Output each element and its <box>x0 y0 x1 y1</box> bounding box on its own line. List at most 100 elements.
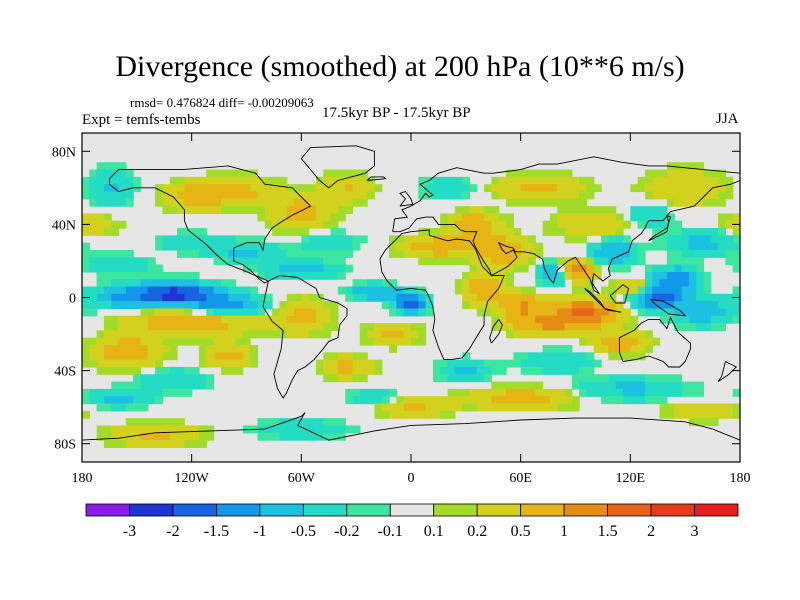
field-cell <box>250 184 259 193</box>
field-cell <box>418 184 427 193</box>
field-cell <box>323 323 332 331</box>
field-cell <box>242 176 251 185</box>
field-cell <box>652 396 661 405</box>
field-cell <box>703 249 712 258</box>
field-cell <box>286 220 295 229</box>
field-cell <box>491 323 500 331</box>
field-cell <box>710 249 719 258</box>
field-cell <box>228 235 237 244</box>
field-cell <box>498 279 507 288</box>
field-cell <box>659 403 668 412</box>
field-cell <box>213 206 222 215</box>
field-cell <box>623 293 631 302</box>
field-cell <box>118 162 127 171</box>
field-cell <box>513 249 522 258</box>
field-cell <box>89 308 98 317</box>
field-cell <box>191 425 200 434</box>
field-cell <box>103 257 112 266</box>
field-cell <box>454 184 463 193</box>
field-cell <box>557 323 566 331</box>
field-cell <box>498 315 507 324</box>
field-cell <box>345 374 354 383</box>
field-cell <box>564 169 573 178</box>
field-cell <box>593 264 602 273</box>
field-cell <box>359 184 368 193</box>
field-cell <box>140 315 149 324</box>
field-cell <box>527 308 536 317</box>
field-cell <box>184 286 193 295</box>
field-cell <box>484 396 493 405</box>
field-cell <box>111 220 120 229</box>
field-cell <box>206 330 215 339</box>
field-cell <box>177 425 185 434</box>
field-cell <box>535 264 544 273</box>
field-cell <box>242 206 251 215</box>
field-cell <box>228 352 237 361</box>
field-cell <box>637 374 646 383</box>
field-cell <box>688 198 697 207</box>
field-cell <box>133 396 142 405</box>
field-cell <box>681 184 690 193</box>
field-cell <box>418 396 427 405</box>
field-cell <box>601 286 609 295</box>
field-cell <box>498 388 507 397</box>
field-cell <box>549 191 558 200</box>
field-cell <box>184 432 193 441</box>
colorbar-label: 1 <box>560 523 568 540</box>
field-cell <box>359 388 368 397</box>
field-cell <box>615 374 624 383</box>
field-cell <box>162 366 171 375</box>
field-cell <box>169 345 178 353</box>
field-cell <box>191 374 200 383</box>
field-cell <box>527 388 536 397</box>
field-cell <box>579 176 588 185</box>
field-cell <box>118 301 127 310</box>
field-cell <box>520 257 529 266</box>
coastline-segment <box>392 156 740 295</box>
field-cell <box>337 235 346 244</box>
field-cell <box>644 301 653 310</box>
field-cell <box>688 308 697 317</box>
field-cell <box>411 330 419 339</box>
field-cell <box>579 366 588 375</box>
field-cell <box>111 184 120 193</box>
field-cell <box>147 271 156 280</box>
field-cell <box>586 381 595 390</box>
colorbar-box <box>85 503 130 517</box>
field-cell <box>286 242 295 251</box>
field-cell <box>96 352 105 361</box>
field-cell <box>103 279 112 288</box>
lon-tick-label: 120W <box>175 471 210 486</box>
field-cell <box>630 381 639 390</box>
field-cell <box>191 242 200 251</box>
field-cell <box>308 432 317 441</box>
field-cell <box>250 249 259 258</box>
field-cell <box>162 279 171 288</box>
field-cell <box>681 169 690 178</box>
field-cell <box>681 257 690 266</box>
field-cell <box>330 191 339 200</box>
field-cell <box>564 323 573 331</box>
field-cell <box>198 323 207 331</box>
field-cell <box>579 337 588 346</box>
field-cell <box>191 315 200 324</box>
field-cell <box>242 257 251 266</box>
field-cell <box>111 440 120 448</box>
colorbar-label: -1 <box>253 523 266 540</box>
field-cell <box>82 264 90 273</box>
field-cell <box>118 169 127 178</box>
field-cell <box>564 396 573 405</box>
field-cell <box>549 257 558 266</box>
field-cell <box>520 330 529 339</box>
field-cell <box>140 293 149 302</box>
field-cell <box>198 330 207 339</box>
coastline-segment <box>584 288 606 309</box>
field-cell <box>462 235 471 244</box>
field-cell <box>593 374 602 383</box>
field-cell <box>579 388 588 397</box>
field-cell <box>637 206 646 215</box>
field-cell <box>228 366 237 375</box>
field-cell <box>659 388 668 397</box>
field-cell <box>155 279 164 288</box>
field-cell <box>659 301 668 310</box>
